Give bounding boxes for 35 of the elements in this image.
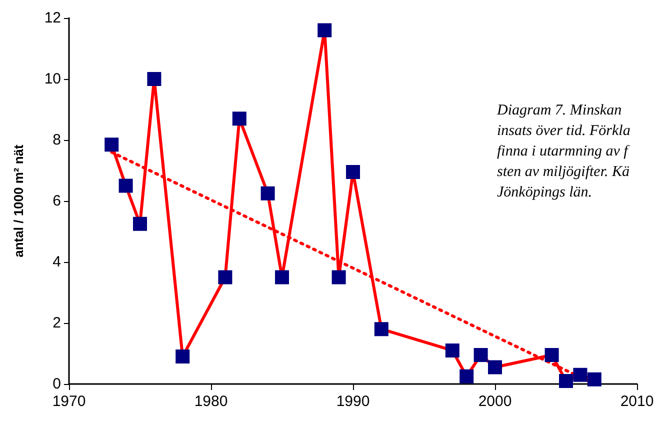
point (232, 112, 246, 126)
x-tick-label: 1980 (194, 393, 228, 410)
point (260, 186, 275, 200)
point (118, 178, 133, 193)
point (559, 374, 573, 388)
point (218, 270, 232, 284)
point (474, 348, 488, 362)
point (587, 372, 602, 386)
y-tick-label: 6 (52, 192, 61, 210)
point (346, 165, 360, 180)
y-axis-title: antal / 1000 m² nät (11, 144, 26, 258)
x-tick-label: 2010 (620, 393, 654, 410)
y-tick-label: 12 (44, 10, 61, 26)
point (176, 350, 190, 364)
point (133, 216, 147, 231)
y-tick-label: 0 (52, 376, 61, 392)
point (544, 348, 559, 362)
y-tick-label: 4 (52, 254, 61, 270)
y-tick-label: 8 (52, 132, 61, 148)
point (318, 23, 332, 38)
x-tick-label: 2000 (478, 393, 512, 410)
x-tick-label: 1970 (52, 393, 86, 410)
point (332, 270, 346, 284)
point (147, 72, 162, 86)
point (104, 138, 119, 152)
point (445, 343, 460, 358)
y-tick-label: 10 (44, 70, 61, 88)
point (460, 369, 474, 384)
annotation: Diagram 7. Minskan insats över tid. Förkla finna i utarmning av f sten av miljögifter. Kä Jönköpings län. (496, 102, 630, 200)
point (275, 270, 289, 284)
y-tick-label: 2 (52, 314, 61, 332)
point (488, 360, 502, 374)
point (374, 322, 388, 336)
point (573, 368, 588, 382)
x-tick-label: 1990 (336, 393, 370, 410)
